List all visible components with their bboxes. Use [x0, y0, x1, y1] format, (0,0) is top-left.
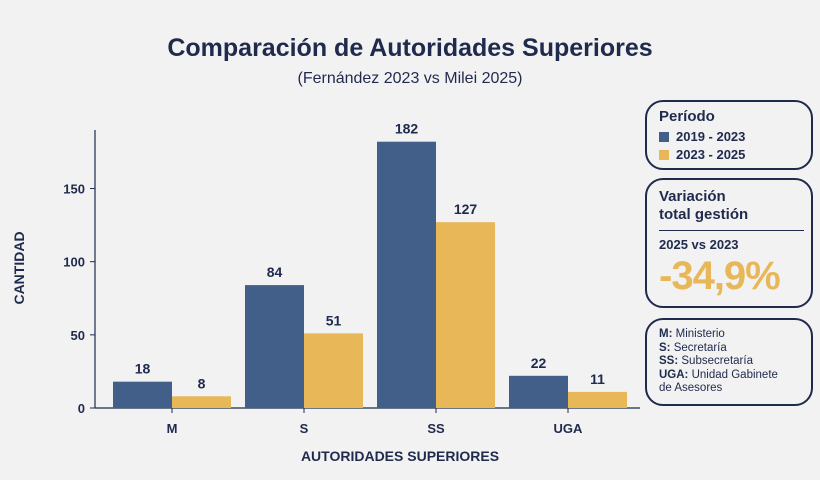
data-label: 127	[454, 201, 478, 217]
legend-swatch-yellow	[659, 149, 669, 160]
y-tick-label: 100	[63, 255, 85, 270]
data-label: 182	[395, 121, 419, 137]
bar-ss-series-1	[377, 141, 436, 408]
glossary-panel: M: Ministerio S: Secretaría SS: Subsecre…	[645, 318, 813, 406]
glossary-desc: Ministerio	[675, 328, 725, 340]
glossary-abbr: M:	[659, 328, 673, 340]
variation-panel: Variación total gestión 2025 vs 2023 -34…	[645, 178, 813, 308]
x-tick-label: UGA	[554, 421, 584, 436]
legend-label: 2019 - 2023	[676, 129, 746, 144]
bar-m-series-1	[113, 381, 172, 408]
bar-m-series-2	[172, 396, 231, 408]
legend-item-2023-2025: 2023 - 2025	[659, 147, 799, 162]
bar-s-series-1	[245, 285, 304, 408]
bar-ss-series-2	[436, 222, 495, 408]
divider	[659, 230, 804, 231]
glossary-desc: Unidad Gabinete	[691, 368, 778, 381]
bar-uga-series-1	[509, 375, 568, 408]
glossary-item-uga-cont: de Asesores	[659, 382, 799, 396]
y-tick-label: 0	[78, 401, 85, 416]
y-tick-label: 150	[63, 182, 85, 197]
data-label: 22	[531, 355, 547, 371]
glossary-desc: Secretaría	[673, 341, 727, 354]
glossary-abbr: UGA:	[659, 368, 689, 381]
legend-panel: Período 2019 - 2023 2023 - 2025	[645, 100, 813, 170]
variation-title-line2: total gestión	[659, 206, 749, 223]
x-tick-label: S	[300, 421, 309, 436]
variation-compare: 2025 vs 2023	[659, 237, 739, 252]
data-label: 84	[267, 264, 283, 280]
chart-title: Comparación de Autoridades Superiores	[167, 34, 653, 62]
bar-s-series-2	[304, 333, 363, 408]
x-tick-label: SS	[427, 421, 445, 436]
legend-swatch-blue	[659, 131, 669, 142]
data-label: 8	[198, 375, 206, 391]
bar-uga-series-2	[568, 391, 627, 408]
glossary-abbr: SS:	[659, 355, 679, 367]
x-tick-label: M	[167, 421, 178, 436]
y-tick-label: 50	[71, 328, 85, 343]
glossary-desc: Subsecretaría	[681, 355, 753, 367]
data-label: 51	[326, 312, 342, 328]
glossary-item-m: M: Ministerio	[659, 328, 799, 342]
glossary-item-s: S: Secretaría	[659, 342, 799, 356]
glossary-abbr: S:	[659, 341, 671, 354]
legend-title: Período	[659, 108, 715, 125]
x-axis-label: AUTORIDADES SUPERIORES	[301, 448, 499, 464]
data-label: 11	[590, 371, 605, 387]
variation-value: -34,9%	[659, 254, 781, 298]
y-axis-label: CANTIDAD	[11, 231, 27, 304]
glossary-item-uga: UGA: Unidad Gabinete	[659, 369, 799, 383]
legend-item-2019-2023: 2019 - 2023	[659, 129, 799, 144]
glossary-desc: de Asesores	[659, 382, 723, 394]
data-label: 18	[135, 361, 151, 377]
glossary-item-ss: SS: Subsecretaría	[659, 355, 799, 369]
variation-title-line1: Variación	[659, 188, 726, 205]
legend-label: 2023 - 2025	[676, 147, 746, 162]
chart-subtitle: (Fernández 2023 vs Milei 2025)	[297, 70, 523, 87]
